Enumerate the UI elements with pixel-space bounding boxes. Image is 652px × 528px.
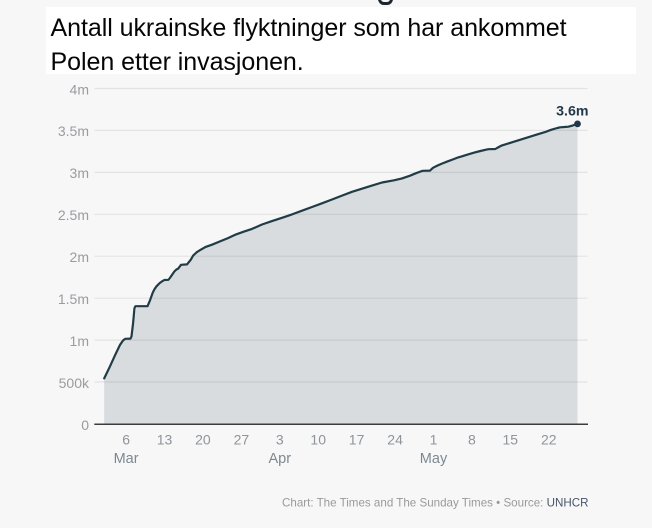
svg-text:Chart: The Times and The Sunda: Chart: The Times and The Sunday Times • …: [282, 497, 589, 510]
svg-text:22: 22: [541, 431, 557, 447]
svg-text:27: 27: [234, 431, 250, 447]
svg-text:3.6m: 3.6m: [556, 103, 588, 119]
svg-text:2.5m: 2.5m: [58, 207, 89, 223]
svg-text:3m: 3m: [70, 165, 89, 181]
svg-text:0: 0: [81, 417, 89, 433]
svg-text:500k: 500k: [59, 375, 90, 391]
svg-text:15: 15: [503, 431, 519, 447]
svg-text:10: 10: [310, 431, 326, 447]
svg-text:3: 3: [276, 431, 284, 447]
svg-text:4m: 4m: [70, 81, 89, 97]
svg-text:2m: 2m: [70, 249, 89, 265]
svg-text:13: 13: [157, 431, 173, 447]
svg-text:1.5m: 1.5m: [58, 291, 89, 307]
svg-text:6: 6: [122, 431, 130, 447]
svg-text:May: May: [420, 451, 448, 467]
svg-text:1m: 1m: [70, 333, 89, 349]
svg-text:3.5m: 3.5m: [58, 123, 89, 139]
svg-text:24: 24: [387, 431, 403, 447]
svg-text:8: 8: [468, 431, 476, 447]
svg-text:17: 17: [349, 431, 365, 447]
svg-text:20: 20: [195, 431, 211, 447]
svg-text:1: 1: [430, 431, 438, 447]
svg-text:Apr: Apr: [269, 451, 292, 467]
svg-text:Mar: Mar: [114, 451, 139, 467]
